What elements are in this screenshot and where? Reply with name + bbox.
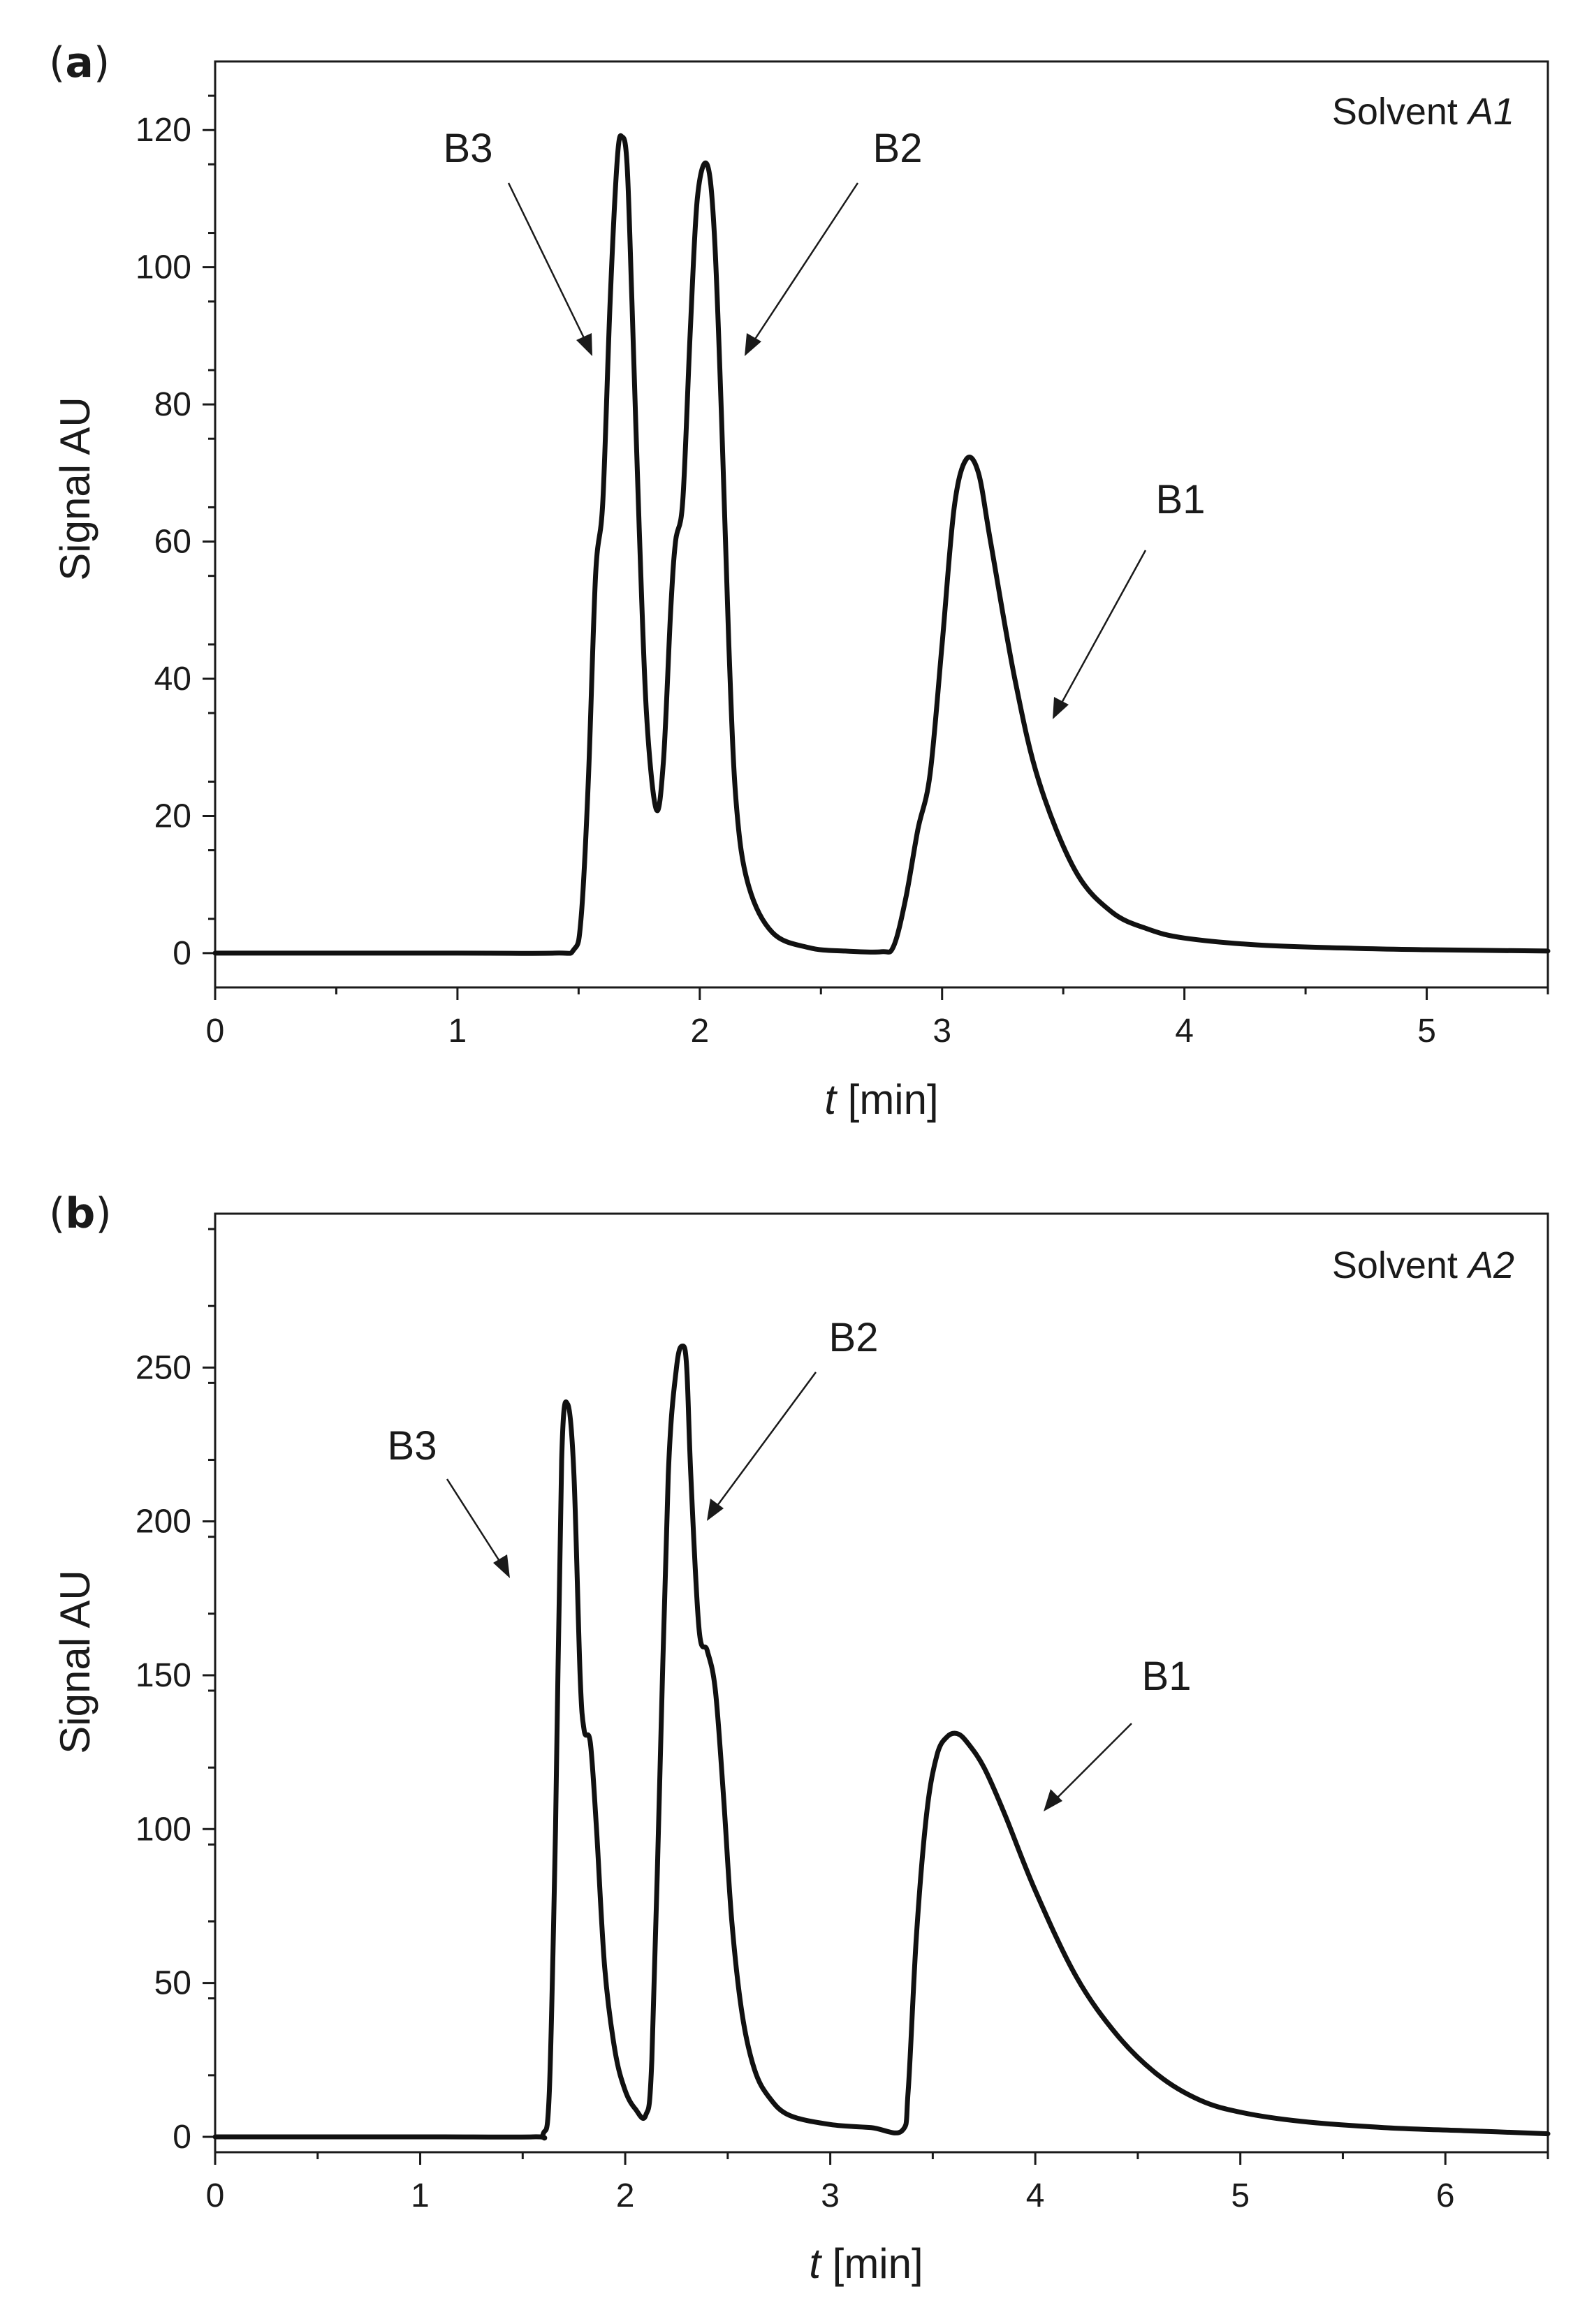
panel-b-x-tick-label: 0 (206, 2177, 225, 2214)
panel-a-y-tick-label: 100 (136, 249, 191, 286)
panel-a-x-tick-label: 1 (448, 1013, 467, 1050)
panel-b-annotation-b3: B3 (388, 1423, 437, 1469)
panel-b-x-axis-title: t [min] (809, 2240, 923, 2287)
panel-b-y-tick-label: 0 (173, 2119, 191, 2156)
panel-a-chromatogram-line (212, 133, 1551, 956)
panel-a-y-tick-label: 60 (154, 524, 191, 561)
panel-a-annotation-b2: B2 (873, 126, 923, 171)
panel-a-y-tick-label: 120 (136, 112, 191, 149)
panel-b-x-tick-label: 4 (1026, 2177, 1045, 2214)
panel-b-plot-frame (214, 1212, 1549, 2154)
panel-a-y-axis-title: Signal AU (52, 397, 98, 581)
panel-b-solvent-label: Solvent A2 (1332, 1244, 1514, 1286)
panel-a: (a) 0 20 40 60 80 100 120 0 1 2 3 4 5 Signal AU t [… (49, 38, 1551, 1123)
panel-b-annotation-b2: B2 (829, 1315, 879, 1360)
panel-b-x-tick-label: 5 (1231, 2177, 1250, 2214)
panel-a-y-tick-label: 20 (154, 797, 191, 834)
panel-a-x-axis: 0 1 2 3 4 5 (206, 987, 1549, 1050)
panel-b-y-tick-label: 150 (136, 1657, 191, 1694)
panel-b-x-tick-label: 3 (821, 2177, 840, 2214)
panel-a-plot-frame (214, 60, 1549, 989)
panel-a-arrowhead-b2 (745, 333, 761, 356)
panel-a-solvent-label: Solvent A1 (1332, 91, 1514, 133)
panel-a-label: (a) (49, 38, 110, 87)
panel-b: (b) 0 50 100 150 200 250 0 1 2 3 4 5 6 Signal AU t … (49, 1189, 1551, 2287)
panel-a-y-tick-label: 0 (173, 935, 191, 972)
panel-a-arrowhead-b3 (576, 333, 592, 356)
panel-b-arrow-b3 (446, 1478, 503, 1565)
panel-a-x-tick-label: 4 (1175, 1013, 1194, 1050)
panel-b-y-tick-label: 100 (136, 1811, 191, 1848)
panel-b-x-tick-label: 1 (411, 2177, 430, 2214)
panel-a-annotation-b1: B1 (1156, 477, 1206, 522)
panel-b-x-axis: 0 1 2 3 4 5 6 (206, 2152, 1549, 2214)
panel-b-arrowhead-b2 (707, 1499, 724, 1521)
panel-b-label: (b) (49, 1189, 112, 1238)
panel-b-x-tick-label: 2 (616, 2177, 635, 2214)
panel-a-annotation-b3: B3 (444, 126, 493, 171)
panel-a-arrow-b3 (507, 182, 587, 341)
panel-a-arrow-b1 (1059, 550, 1147, 706)
panel-a-x-axis-title: t [min] (824, 1076, 938, 1123)
panel-a-x-tick-label: 2 (690, 1013, 709, 1050)
panel-b-y-axis-title: Signal AU (52, 1570, 98, 1754)
panel-a-y-tick-label: 80 (154, 386, 191, 423)
panel-a-arrowhead-b1 (1053, 697, 1069, 719)
panel-b-annotation-b1: B1 (1142, 1654, 1192, 1699)
panel-a-y-tick-label: 40 (154, 661, 191, 698)
panel-a-x-tick-label: 0 (206, 1013, 225, 1050)
panel-b-y-tick-label: 50 (154, 1965, 191, 2002)
panel-b-y-tick-label: 250 (136, 1349, 191, 1386)
panel-b-chromatogram-line (212, 1344, 1551, 2141)
panel-b-arrow-b2 (714, 1371, 817, 1509)
panel-a-arrow-b2 (752, 182, 859, 343)
panel-b-y-axis: 0 50 100 150 200 250 (136, 1228, 215, 2156)
panel-b-y-tick-label: 200 (136, 1503, 191, 1540)
panel-b-arrowhead-b3 (493, 1554, 510, 1578)
panel-b-x-tick-label: 6 (1436, 2177, 1455, 2214)
panel-a-y-axis: 0 20 40 60 80 100 120 (136, 94, 215, 972)
panel-b-arrowhead-b1 (1044, 1789, 1062, 1811)
panel-b-arrow-b1 (1054, 1723, 1132, 1801)
panel-a-x-tick-label: 5 (1417, 1013, 1436, 1050)
panel-a-x-tick-label: 3 (933, 1013, 951, 1050)
